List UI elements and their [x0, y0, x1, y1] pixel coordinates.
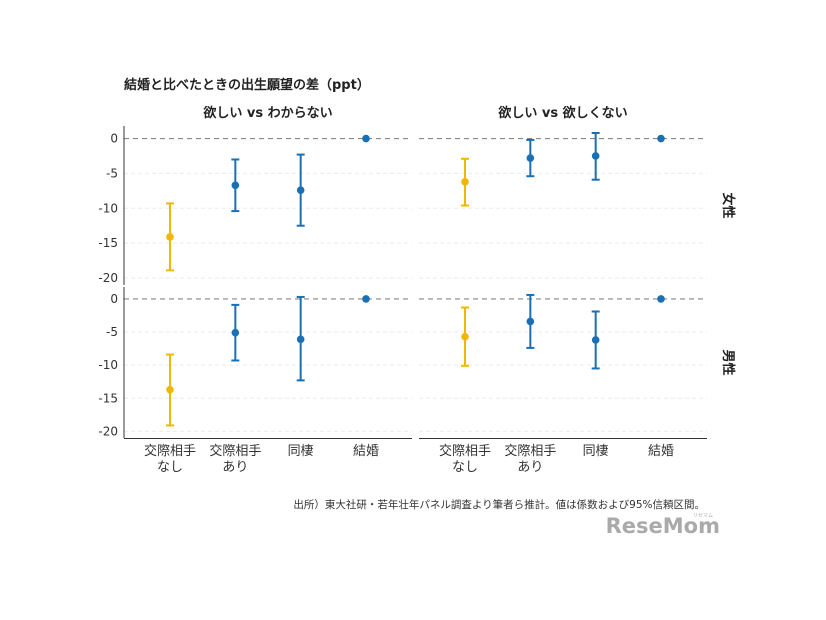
x-tick-label: 交際相手なし	[144, 443, 196, 475]
y-tick-label: -10	[98, 201, 118, 215]
x-tick-label: 交際相手なし	[439, 443, 491, 475]
y-tick-label: -20	[98, 424, 118, 438]
data-point	[362, 295, 370, 303]
x-tick-label: 同棲	[583, 444, 609, 459]
y-tick-label: -20	[98, 271, 118, 285]
data-point	[657, 295, 665, 303]
data-point	[461, 332, 469, 341]
y-tick-label: -15	[98, 391, 118, 405]
resemom-logo: リセマム ReseMom	[606, 513, 720, 538]
y-tick-label: -5	[106, 166, 118, 180]
data-point	[526, 154, 535, 162]
x-tick-label: 結婚	[648, 444, 674, 459]
data-point	[657, 134, 665, 143]
y-tick-label: -15	[98, 236, 118, 250]
data-point	[231, 328, 240, 337]
y-tick-label: 0	[110, 292, 118, 306]
column-strip-label: 欲しい vs わからない	[202, 105, 332, 121]
source-note: 出所）東大社研・若年壮年パネル調査より筆者ら推計。値は係数および95%信頼区間。	[293, 498, 705, 511]
row-strip-label: 女性	[720, 192, 736, 218]
x-tick-label: 同棲	[288, 444, 314, 459]
logo-text: ReseMom	[606, 514, 720, 538]
x-tick-label: 結婚	[353, 444, 379, 459]
data-point	[461, 177, 469, 186]
data-point	[362, 134, 370, 143]
data-point	[591, 152, 600, 160]
data-point	[166, 385, 174, 394]
column-strip-label: 欲しい vs 欲しくない	[497, 105, 627, 121]
data-point	[526, 317, 535, 326]
y-tick-label: 0	[110, 132, 118, 146]
row-strip-label: 男性	[720, 349, 736, 375]
data-point	[231, 181, 240, 190]
y-tick-label: -10	[98, 358, 118, 372]
logo-subtext: リセマム	[693, 513, 713, 519]
data-point	[166, 233, 174, 241]
y-tick-label: -5	[106, 325, 118, 339]
data-point	[296, 335, 305, 344]
chart-title: 結婚と比べたときの出生願望の差（ppt）	[124, 77, 370, 93]
data-point	[591, 336, 600, 344]
x-tick-label: 交際相手あり	[504, 443, 556, 475]
x-tick-label: 交際相手あり	[209, 443, 261, 475]
data-point	[296, 186, 305, 194]
